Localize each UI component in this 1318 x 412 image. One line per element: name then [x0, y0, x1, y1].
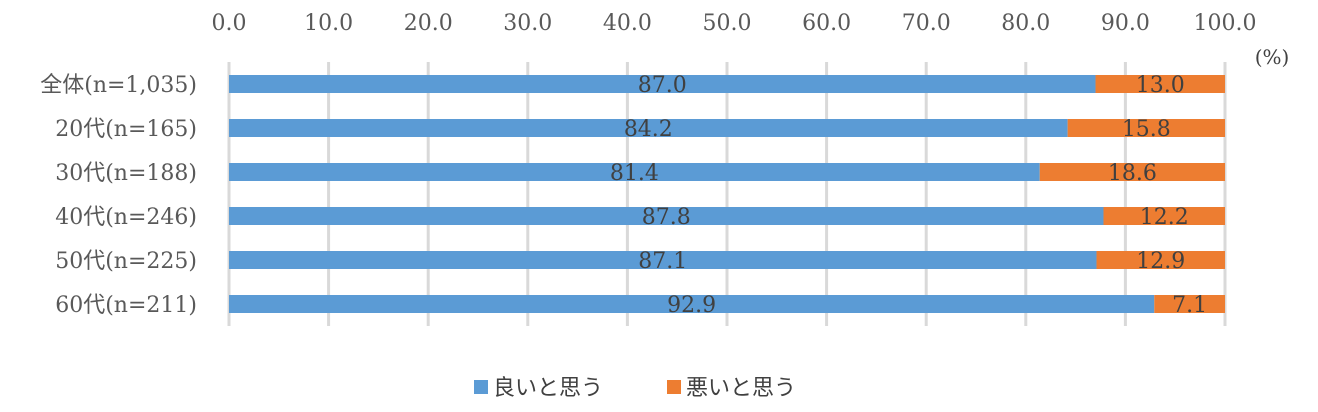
bar-bad: [1096, 251, 1225, 269]
legend-label: 悪いと思う: [686, 376, 796, 401]
data-label: 92.9: [667, 293, 716, 318]
legend-swatch: [474, 380, 488, 394]
data-label: 7.1: [1172, 293, 1207, 318]
legend: 良いと思う 悪いと思う: [474, 376, 796, 401]
x-tick-label: 20.0: [404, 11, 453, 36]
bar-good: [229, 251, 1097, 269]
category-label: 50代(n=225): [55, 249, 197, 274]
category-label: 全体(n=1,035): [40, 73, 197, 98]
category-label: 30代(n=188): [55, 161, 197, 186]
data-label: 87.8: [642, 205, 691, 230]
legend-swatch: [667, 380, 681, 394]
bar-good: [229, 163, 1040, 181]
x-tick-label: 50.0: [703, 11, 752, 36]
unit-label: (%): [1255, 45, 1290, 69]
bar-bad: [1103, 207, 1225, 225]
bar-good: [229, 295, 1155, 313]
bar-bad: [1067, 119, 1225, 137]
data-label: 87.1: [638, 249, 687, 274]
x-tick-label: 0.0: [212, 11, 247, 36]
bar-bad: [1039, 163, 1225, 181]
x-tick-label: 70.0: [902, 11, 951, 36]
x-tick-label: 80.0: [1001, 11, 1050, 36]
data-label: 15.8: [1122, 117, 1171, 142]
data-label: 84.2: [624, 117, 673, 142]
category-label: 60代(n=211): [55, 293, 197, 318]
data-label: 12.2: [1140, 205, 1189, 230]
data-label: 87.0: [638, 73, 687, 98]
bar-bad: [1154, 295, 1225, 313]
gridlines: [227, 62, 1227, 326]
x-tick-label: 100.0: [1194, 11, 1257, 36]
x-tick-label: 60.0: [802, 11, 851, 36]
data-label: 18.6: [1108, 161, 1157, 186]
data-label: 13.0: [1136, 73, 1185, 98]
x-axis-ticks: 0.0 10.0 20.0 30.0 40.0 50.0 60.0 70.0 80.0 90.0 1…: [212, 11, 1257, 36]
category-label: 20代(n=165): [55, 117, 197, 142]
data-label: 12.9: [1136, 249, 1185, 274]
bar-good: [229, 119, 1068, 137]
data-label: 81.4: [610, 161, 659, 186]
legend-label: 良いと思う: [493, 376, 603, 401]
category-label: 40代(n=246): [55, 205, 197, 230]
bar-series: 87.0 13.0 84.2 15.8 81.4 18.6 87.8 12.2 87.1 12.9…: [229, 73, 1225, 318]
x-tick-label: 90.0: [1101, 11, 1150, 36]
x-tick-label: 10.0: [304, 11, 353, 36]
x-tick-label: 40.0: [603, 11, 652, 36]
bar-bad: [1095, 75, 1225, 93]
category-labels: 全体(n=1,035) 20代(n=165) 30代(n=188) 40代(n=246…: [40, 73, 197, 318]
x-tick-label: 30.0: [503, 11, 552, 36]
bar-good: [229, 75, 1096, 93]
bar-good: [229, 207, 1104, 225]
